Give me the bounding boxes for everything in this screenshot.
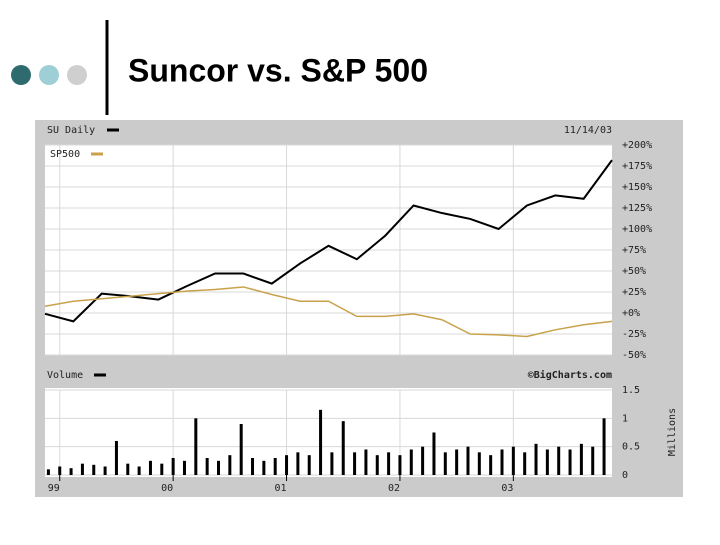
y-tick-label: +200%	[622, 140, 652, 151]
y-tick-label: +100%	[622, 224, 652, 235]
volume-bar	[387, 452, 391, 475]
volume-bar	[602, 418, 606, 475]
volume-bar	[466, 446, 470, 475]
volume-bar	[171, 458, 175, 475]
volume-bar	[80, 463, 84, 475]
date-label: 11/14/03	[564, 125, 612, 136]
x-tick-label: 02	[388, 483, 400, 494]
y-tick-label: +125%	[622, 203, 652, 214]
y-tick-label: +175%	[622, 161, 652, 172]
volume-bar	[205, 458, 209, 475]
volume-bar	[262, 460, 266, 475]
volume-bar	[285, 455, 289, 475]
y-tick-label: -25%	[622, 329, 646, 340]
volume-bar	[228, 455, 232, 475]
volume-bar	[319, 409, 323, 475]
slide-title: Suncor vs. S&P 500	[128, 52, 428, 88]
x-tick-label: 00	[161, 483, 173, 494]
x-tick-label: 99	[48, 483, 60, 494]
volume-bar	[534, 443, 538, 475]
volume-bar	[92, 464, 96, 475]
y-tick-label: 0.5	[622, 442, 640, 453]
volume-bar	[182, 460, 186, 475]
y-tick-label: +0%	[622, 308, 640, 319]
volume-bar	[307, 455, 311, 475]
volume-bar	[443, 452, 447, 475]
x-tick-label: 01	[275, 483, 287, 494]
volume-bar	[568, 449, 572, 475]
volume-bar	[239, 424, 243, 475]
series-line	[44, 159, 613, 323]
y-tick-label: 1.5	[622, 385, 640, 396]
volume-plot	[45, 388, 612, 477]
y-tick-label: 1	[622, 413, 628, 424]
volume-bar	[160, 463, 164, 475]
volume-bar	[194, 418, 198, 475]
x-tick-label: 03	[501, 483, 513, 494]
volume-bar	[364, 449, 368, 475]
volume-bar	[591, 446, 595, 475]
volume-bar	[46, 469, 50, 475]
y-tick-label: +50%	[622, 266, 646, 277]
volume-bar	[114, 441, 118, 475]
volume-bar	[489, 455, 493, 475]
y-tick-label: +150%	[622, 182, 652, 193]
volume-bar	[273, 458, 277, 475]
y-tick-label: +75%	[622, 245, 646, 256]
volume-bar	[137, 466, 141, 475]
y-tick-label: -50%	[622, 350, 646, 361]
volume-bar	[511, 446, 515, 475]
y-tick-label: 0	[622, 470, 628, 481]
volume-bar	[341, 421, 345, 475]
volume-bar	[421, 446, 425, 475]
volume-bar	[296, 452, 300, 475]
volume-bar	[557, 446, 561, 475]
volume-bar	[375, 455, 379, 475]
y-axis-label: Millions	[667, 408, 678, 456]
volume-bar	[432, 432, 436, 475]
volume-bar	[523, 452, 527, 475]
series-line	[44, 286, 613, 338]
volume-bar	[251, 458, 255, 475]
volume-title: Volume	[47, 370, 83, 381]
bullet-dot	[11, 65, 31, 85]
volume-bar	[579, 443, 583, 475]
bullet-dot	[39, 65, 59, 85]
source-label: ©BigCharts.com	[528, 369, 612, 381]
volume-bar	[148, 460, 152, 475]
volume-bar	[330, 452, 334, 475]
y-tick-label: +25%	[622, 287, 646, 298]
volume-bar	[409, 449, 413, 475]
chart-title: SU Daily	[47, 125, 95, 136]
volume-bar	[126, 463, 130, 475]
volume-bar	[500, 449, 504, 475]
legend-label: SP500	[50, 149, 80, 160]
volume-bar	[103, 466, 107, 475]
bullet-dot	[67, 65, 87, 85]
volume-bar	[545, 449, 549, 475]
volume-bar	[217, 460, 221, 475]
volume-bar	[58, 466, 62, 475]
volume-bar	[455, 449, 459, 475]
volume-bar	[398, 455, 402, 475]
volume-bar	[477, 452, 481, 475]
volume-bar	[69, 468, 73, 475]
volume-bar	[353, 452, 357, 475]
